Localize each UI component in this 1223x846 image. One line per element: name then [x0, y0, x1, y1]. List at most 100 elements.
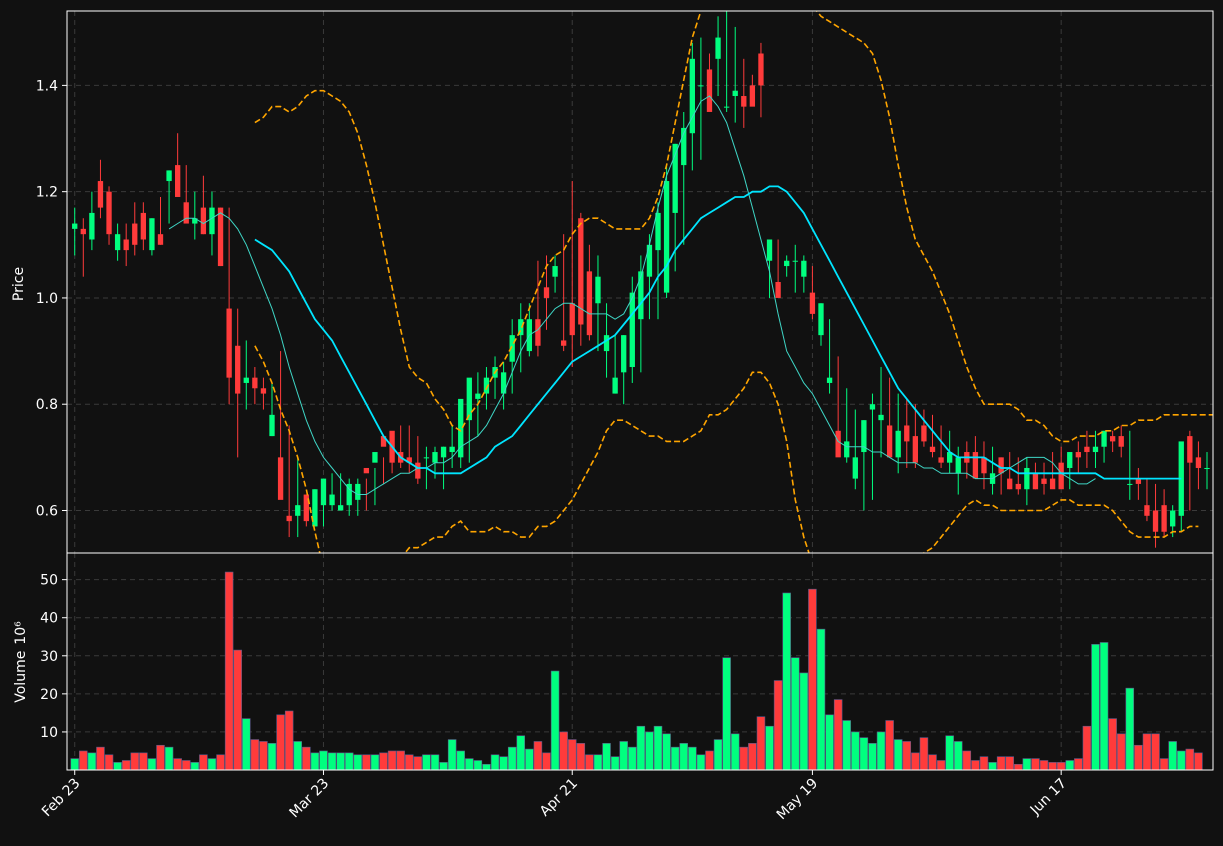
candle-body	[200, 207, 207, 235]
volume-bar	[465, 758, 474, 771]
volume-y-tick-label: 30	[40, 649, 58, 665]
candle-body	[355, 483, 361, 500]
candle-body	[947, 452, 953, 463]
candle-body	[509, 335, 515, 362]
candle-body	[1058, 462, 1064, 490]
candle-body	[432, 452, 438, 463]
volume-bar	[825, 714, 834, 771]
volume-bar	[267, 743, 277, 771]
volume-bar	[379, 752, 388, 771]
candle-body	[1135, 478, 1142, 484]
candle-body	[269, 414, 275, 437]
price-y-tick-label: 1.2	[36, 185, 58, 201]
volume-panel-frame	[66, 552, 1214, 771]
volume-bar	[773, 680, 783, 771]
candle-body	[1118, 436, 1124, 447]
candle-body	[818, 303, 824, 336]
volume-bar	[679, 743, 688, 771]
volume-bar	[645, 731, 654, 771]
volume-bar	[791, 657, 800, 771]
volume-bar	[1031, 758, 1040, 771]
candle-body	[929, 446, 936, 453]
volume-bar	[1151, 733, 1160, 771]
candle-body	[1109, 436, 1116, 442]
volume-bar	[1134, 744, 1143, 771]
candle-body	[861, 420, 867, 453]
candle-body	[629, 292, 635, 368]
volume-bar	[242, 718, 251, 771]
volume-bar	[310, 752, 320, 771]
volume-bar	[130, 752, 140, 771]
volume-bar	[748, 743, 757, 771]
candle-body	[792, 260, 798, 262]
volume-bar	[962, 750, 972, 771]
volume-bar	[199, 754, 208, 771]
volume-y-tick-label: 50	[40, 573, 58, 589]
candle-body	[235, 345, 241, 394]
volume-bar	[190, 762, 200, 771]
candle-body	[895, 430, 901, 458]
candle-body	[638, 271, 644, 320]
candle-body	[955, 457, 961, 474]
candle-body	[578, 218, 584, 325]
candle-body	[912, 436, 919, 463]
volume-bar	[1142, 733, 1152, 771]
volume-bar	[696, 754, 706, 771]
candle-body	[1041, 478, 1047, 484]
volume-bar	[207, 758, 217, 771]
volume-bar	[362, 754, 371, 771]
volume-y-tick-label: 10	[40, 725, 58, 741]
volume-bar	[233, 649, 242, 771]
volume-bar	[550, 670, 560, 771]
candle-body	[844, 441, 850, 458]
volume-bar	[413, 756, 423, 771]
volume-bar	[533, 741, 543, 771]
volume-bar	[610, 756, 620, 771]
candle-body	[809, 292, 816, 314]
volume-bar	[636, 725, 646, 771]
volume-bar	[370, 754, 380, 771]
candle-body	[543, 287, 550, 298]
volume-bar	[1022, 758, 1032, 771]
candle-body	[904, 425, 910, 442]
candle-body	[217, 207, 224, 267]
candle-body	[869, 404, 876, 410]
price-y-tick-label: 1.0	[36, 291, 58, 307]
volume-bar	[250, 739, 260, 771]
price-overlays	[168, 11, 1213, 553]
candle-body	[500, 372, 507, 394]
volume-bar	[344, 752, 354, 771]
candle-body	[458, 398, 464, 458]
volume-bar	[216, 754, 225, 771]
candle-body	[483, 377, 490, 394]
volume-bar	[439, 762, 448, 771]
sma-fast-line	[168, 95, 1096, 495]
volume-bar	[181, 760, 191, 771]
volume-bar	[447, 739, 457, 771]
candle-body	[149, 218, 155, 251]
candle-body	[114, 234, 121, 251]
volume-y-tick-label: 20	[40, 687, 58, 703]
volume-bar	[396, 750, 405, 771]
volume-bar	[782, 592, 791, 771]
volume-bar	[1005, 756, 1014, 771]
volume-bar	[833, 699, 843, 771]
bollinger-upper-line	[254, 11, 1213, 443]
volume-bar	[387, 750, 397, 771]
volume-bar	[276, 714, 285, 771]
volume-bar	[730, 733, 740, 771]
volume-bar	[713, 739, 723, 771]
volume-bar	[936, 760, 946, 771]
candle-body	[981, 457, 987, 474]
volume-bar	[911, 752, 920, 771]
candle-body	[312, 489, 318, 527]
candle-body	[1187, 436, 1193, 463]
volume-y-tick-label: 40	[40, 611, 58, 627]
candle-body	[741, 96, 747, 107]
candle-body	[166, 170, 172, 182]
price-axis-label: Price	[11, 267, 27, 301]
candle-body	[320, 478, 327, 506]
volume-bar	[576, 743, 586, 771]
candle-body	[672, 143, 678, 213]
